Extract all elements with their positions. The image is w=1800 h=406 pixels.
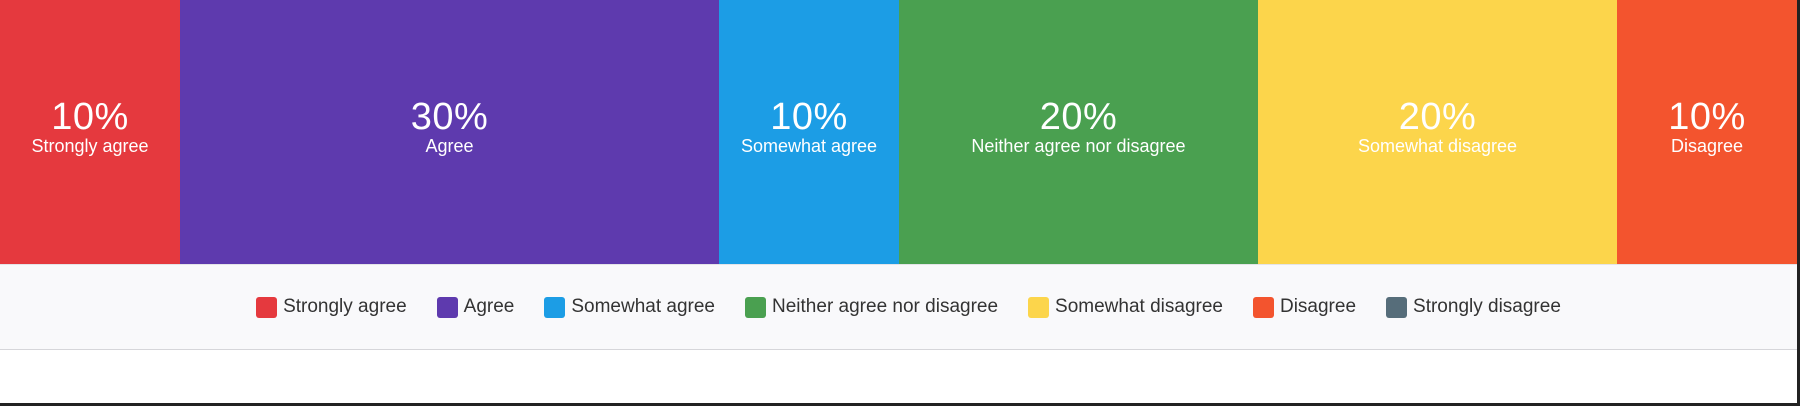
data-label-category: Agree	[425, 136, 474, 156]
bar-segment-text: 10% Strongly agree	[0, 97, 180, 157]
data-label-category: Strongly agree	[31, 136, 149, 156]
data-label-category: Somewhat agree	[740, 136, 878, 156]
legend-item-strongly-disagree[interactable]: Strongly disagree	[1386, 296, 1561, 318]
bar-segment-agree[interactable]: 30% Agree	[180, 0, 719, 264]
legend-swatch	[256, 296, 278, 318]
legend-item-disagree[interactable]: Disagree	[1252, 296, 1357, 318]
bar-segment-text: 20% Somewhat disagree	[1258, 97, 1617, 157]
bar-segment-disagree[interactable]: 10% Disagree	[1617, 0, 1797, 264]
chart-legend: Strongly agree Agree Somewhat agree Neither…	[0, 264, 1797, 350]
bar-segment-neither-agree-nor-disagree[interactable]: 20% Neither agree nor disagree	[899, 0, 1258, 264]
bar-segment-somewhat-disagree[interactable]: 20% Somewhat disagree	[1258, 0, 1617, 264]
bar-segment-text: 30% Agree	[180, 97, 719, 157]
legend-label: Neither agree nor disagree	[772, 296, 999, 317]
legend-label: Somewhat disagree	[1055, 296, 1223, 317]
data-label-value: 10%	[51, 96, 129, 138]
legend-label: Disagree	[1279, 296, 1357, 317]
legend-label: Agree	[463, 296, 515, 317]
legend-swatch	[745, 296, 767, 318]
data-label-value: 10%	[1668, 96, 1746, 138]
legend-item-agree[interactable]: Agree	[436, 296, 515, 318]
data-label-value: 20%	[1039, 96, 1118, 138]
legend-swatch	[1386, 296, 1408, 318]
stacked-bar: 10% Strongly agree 30% Agree 10% Somewhat agr…	[0, 0, 1797, 264]
bar-segment-text: 10% Somewhat agree	[719, 97, 899, 157]
legend-label: Strongly agree	[283, 296, 407, 317]
legend-swatch	[436, 296, 458, 318]
data-label-category: Neither agree nor disagree	[971, 136, 1186, 156]
data-label-category: Somewhat disagree	[1357, 136, 1518, 156]
legend-label: Strongly disagree	[1413, 296, 1561, 317]
data-label-value: 20%	[1398, 96, 1477, 138]
bar-segment-text: 20% Neither agree nor disagree	[899, 97, 1258, 157]
legend-label: Somewhat agree	[571, 296, 716, 317]
bar-segment-text: 10% Disagree	[1617, 97, 1797, 157]
chart-footer-space	[0, 350, 1797, 403]
bar-segment-strongly-agree[interactable]: 10% Strongly agree	[0, 0, 180, 264]
legend-item-strongly-agree[interactable]: Strongly agree	[256, 296, 407, 318]
legend-swatch	[544, 296, 566, 318]
legend-swatch	[1252, 296, 1274, 318]
data-label-category: Disagree	[1670, 136, 1744, 156]
legend-item-neither-agree-nor-disagree[interactable]: Neither agree nor disagree	[745, 296, 998, 318]
data-label-value: 30%	[410, 96, 489, 138]
legend-item-somewhat-agree[interactable]: Somewhat agree	[544, 296, 715, 318]
bar-segment-somewhat-agree[interactable]: 10% Somewhat agree	[719, 0, 899, 264]
legend-item-somewhat-disagree[interactable]: Somewhat disagree	[1028, 296, 1223, 318]
data-label-value: 10%	[770, 96, 848, 138]
legend-swatch	[1028, 296, 1050, 318]
